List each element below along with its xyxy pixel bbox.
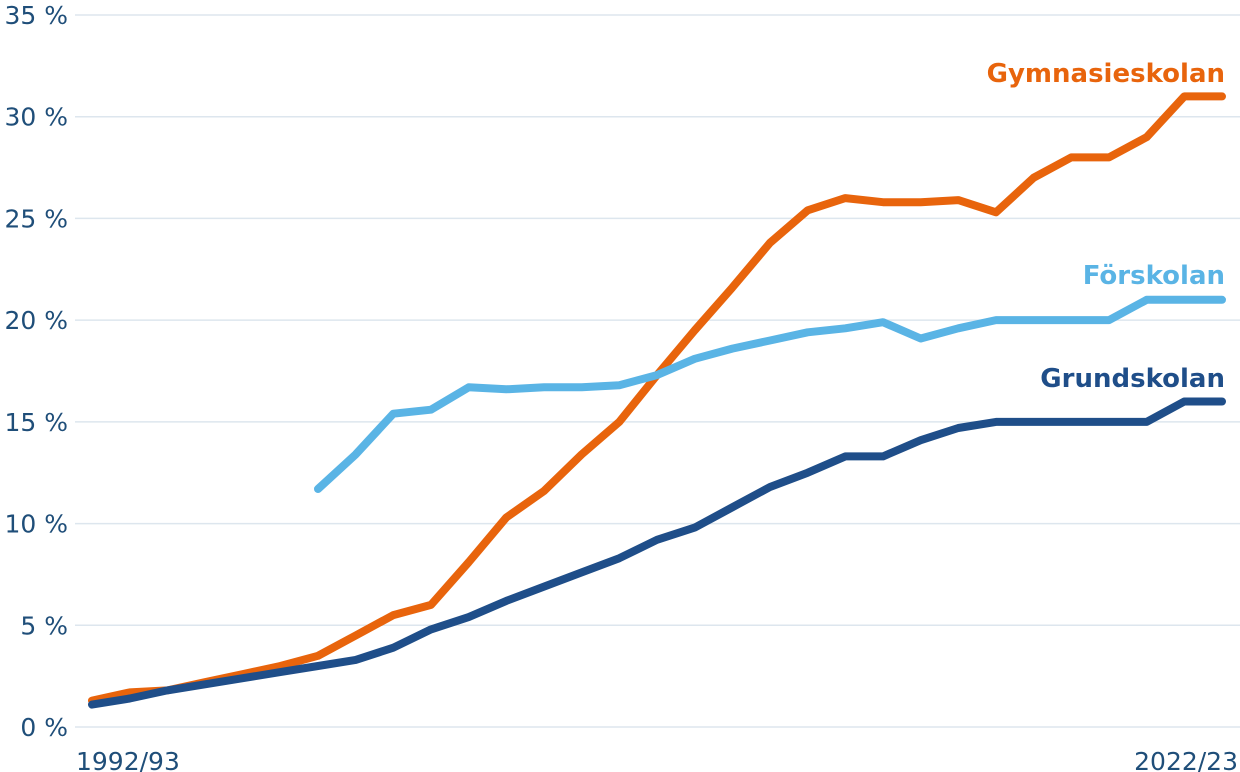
y-tick-label: 0 % bbox=[20, 713, 68, 742]
x-axis-ticks: 1992/93 2022/23 bbox=[76, 747, 1238, 772]
gridlines bbox=[75, 14, 1240, 728]
y-tick-label: 25 % bbox=[4, 204, 68, 233]
series-label-forskolan: Förskolan bbox=[1083, 261, 1225, 291]
series-label-gymnasieskolan: Gymnasieskolan bbox=[987, 59, 1225, 89]
series-labels: Gymnasieskolan Förskolan Grundskolan bbox=[987, 59, 1225, 394]
y-tick-label: 10 % bbox=[4, 510, 68, 539]
y-tick-label: 35 % bbox=[4, 1, 68, 30]
series-lines bbox=[88, 92, 1226, 709]
x-tick-label-last: 2022/23 bbox=[1134, 747, 1238, 772]
series-line-grundskolan bbox=[88, 397, 1226, 709]
y-axis-ticks: 0 % 5 % 10 % 15 % 20 % 25 % 30 % 35 % bbox=[4, 1, 68, 742]
y-tick-label: 15 % bbox=[4, 408, 68, 437]
y-tick-label: 5 % bbox=[20, 611, 68, 640]
series-label-grundskolan: Grundskolan bbox=[1040, 364, 1225, 394]
series-line-gymnasieskolan bbox=[88, 92, 1226, 705]
x-tick-label-first: 1992/93 bbox=[76, 747, 180, 772]
y-tick-label: 30 % bbox=[4, 103, 68, 132]
y-tick-label: 20 % bbox=[4, 306, 68, 335]
series-line-forskolan bbox=[314, 295, 1226, 493]
